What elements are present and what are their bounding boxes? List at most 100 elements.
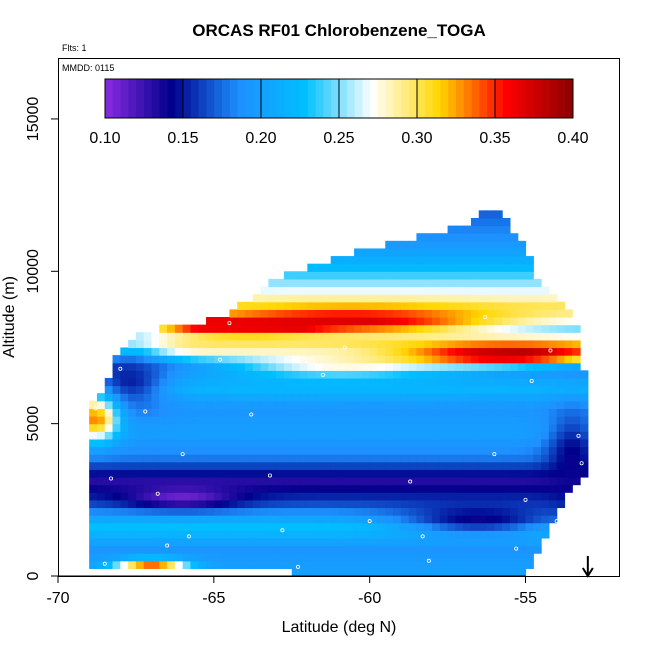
heatmap-cell <box>190 499 199 509</box>
heatmap-cell <box>315 530 324 539</box>
heatmap-cell <box>393 515 402 524</box>
heatmap-cell <box>408 560 418 569</box>
heatmap-cell <box>135 454 145 463</box>
heatmap-cell <box>159 370 168 379</box>
sample-point <box>155 491 160 496</box>
heatmap-cell <box>486 507 495 516</box>
heatmap-cell <box>385 560 394 569</box>
heatmap-cell <box>377 423 386 432</box>
heatmap-cell <box>174 416 184 425</box>
heatmap-cell <box>439 301 449 310</box>
heatmap-cell <box>283 416 293 425</box>
heatmap-cell <box>299 416 308 425</box>
heatmap-cell <box>509 568 519 577</box>
heatmap-cell <box>369 362 379 371</box>
heatmap-cell <box>221 370 231 379</box>
heatmap-cell <box>470 324 480 333</box>
heatmap-cell <box>167 522 176 531</box>
heatmap-cell <box>346 484 355 493</box>
heatmap-cell <box>260 423 269 432</box>
heatmap-cell <box>307 469 316 478</box>
heatmap-cell <box>135 545 145 554</box>
heatmap-cell <box>393 362 402 371</box>
heatmap-cell <box>245 530 254 539</box>
heatmap-cell <box>517 278 527 288</box>
arrow-head <box>581 567 594 578</box>
heatmap-cell <box>408 317 418 326</box>
colorbar-tick-label: 0.25 <box>323 130 354 147</box>
heatmap-cell <box>174 355 184 364</box>
heatmap-cell <box>408 530 418 539</box>
heatmap-cell <box>283 355 293 364</box>
heatmap-cell <box>330 568 340 577</box>
heatmap-cell <box>128 339 137 349</box>
heatmap-cell <box>307 339 316 349</box>
heatmap-cell <box>268 278 277 288</box>
heatmap-cell <box>206 431 215 440</box>
heatmap-cell <box>338 377 347 387</box>
heatmap-cell <box>408 332 418 341</box>
heatmap-cell <box>330 408 340 417</box>
heatmap-cell <box>104 423 114 432</box>
heatmap-cell <box>393 484 402 493</box>
heatmap-cell <box>502 416 511 425</box>
heatmap-cell <box>455 507 464 516</box>
heatmap-cell <box>213 393 223 402</box>
heatmap-cell <box>112 507 121 516</box>
heatmap-cell <box>439 317 449 326</box>
heatmap-cell <box>509 484 519 493</box>
heatmap-cell <box>151 431 160 440</box>
heatmap-cell <box>190 431 199 440</box>
heatmap-cell <box>151 332 160 341</box>
heatmap-cell <box>315 469 324 478</box>
heatmap-cell <box>151 438 160 448</box>
heatmap-cell <box>509 271 519 280</box>
heatmap-cell <box>541 499 550 509</box>
sample-point <box>180 452 185 457</box>
heatmap-cell <box>252 492 262 501</box>
heatmap-cell <box>221 438 231 448</box>
heatmap-cell <box>190 461 199 470</box>
heatmap-cell <box>354 492 363 501</box>
heatmap-cell <box>198 431 207 440</box>
heatmap-cell <box>377 286 386 295</box>
heatmap-cell <box>463 423 472 432</box>
heatmap-cell <box>198 446 207 455</box>
heatmap-cell <box>190 408 199 417</box>
heatmap-cell <box>369 431 379 440</box>
heatmap-cell <box>393 332 402 341</box>
heatmap-cell <box>447 271 456 280</box>
heatmap-cell <box>502 309 511 318</box>
heatmap-cell <box>276 332 285 341</box>
heatmap-cell <box>525 370 534 379</box>
heatmap-cell <box>151 423 160 432</box>
heatmap-cell <box>408 438 418 448</box>
heatmap-cell <box>96 476 106 486</box>
heatmap-cell <box>385 553 394 562</box>
x-tick-label: -55 <box>514 590 537 607</box>
heatmap-cell <box>447 377 456 387</box>
heatmap-cell <box>245 408 254 417</box>
heatmap-cell <box>525 492 534 501</box>
heatmap-cell <box>213 560 223 569</box>
heatmap-cell <box>338 431 347 440</box>
heatmap-cell <box>213 553 223 562</box>
heatmap-cell <box>229 400 238 410</box>
heatmap-cell <box>572 400 581 410</box>
heatmap-cell <box>400 408 410 417</box>
heatmap-cell <box>252 416 262 425</box>
heatmap-cell <box>369 423 379 432</box>
heatmap-cell <box>104 515 114 524</box>
heatmap-cell <box>502 286 511 295</box>
heatmap-cell <box>291 568 301 577</box>
heatmap-cell <box>307 423 316 432</box>
heatmap-cell <box>338 522 347 531</box>
heatmap-cell <box>502 263 511 272</box>
heatmap-cell <box>517 492 527 501</box>
heatmap-cell <box>564 408 573 417</box>
heatmap-cell <box>190 362 199 371</box>
heatmap-cell <box>291 286 301 295</box>
heatmap-cell <box>564 385 573 394</box>
heatmap-cell <box>120 385 129 394</box>
